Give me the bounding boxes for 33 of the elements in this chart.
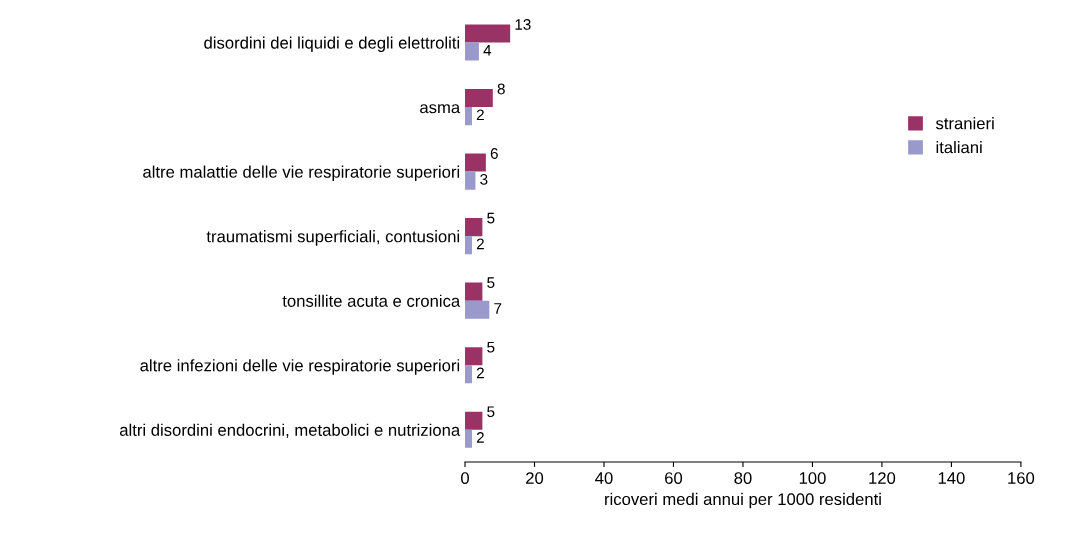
x-tick-label: 0 [461, 472, 469, 484]
x-tick-label: 160 [1008, 472, 1035, 484]
x-tick-label: 20 [526, 472, 544, 484]
data-label: 2 [476, 367, 484, 379]
data-label: 13 [515, 19, 531, 30]
data-label: 8 [497, 83, 505, 95]
y-tick-label: tonsillite acuta e cronica [282, 294, 461, 307]
data-label: 3 [480, 173, 488, 185]
data-label: 5 [487, 406, 495, 418]
y-tick-label: altre malattie delle vie respiratorie superiori [143, 165, 460, 182]
data-label: 5 [487, 277, 495, 288]
data-label: 4 [483, 45, 492, 56]
x-tick-label: 60 [665, 472, 683, 484]
data-label: 2 [476, 432, 484, 443]
x-axis-title: ricoveri medi annui per 1000 residenti [605, 492, 881, 509]
data-label: 5 [487, 212, 495, 224]
y-tick-label: altri disordini endocrini, metabolici e nutriziona [119, 423, 461, 438]
y-tick-label: traumatismi superficiali, contusioni [206, 230, 460, 246]
y-tick-label: altre infezioni delle vie respiratorie superiori [140, 359, 460, 375]
data-label: 7 [494, 303, 502, 314]
x-tick-label: 140 [938, 472, 965, 484]
x-tick-label: 80 [734, 472, 752, 484]
data-label: 5 [487, 341, 495, 353]
legend-label: italiani [936, 141, 982, 154]
data-label: 6 [490, 148, 498, 159]
x-tick-label: 120 [869, 472, 896, 484]
y-tick-label: disordini dei liquidi e degli elettroliti [204, 36, 460, 53]
data-label: 2 [476, 109, 484, 121]
legend-label: stranieri [935, 117, 994, 130]
data-label: 2 [476, 238, 484, 250]
y-tick-label: asma [420, 104, 461, 114]
x-tick-label: 100 [799, 472, 826, 484]
x-tick-label: 40 [595, 472, 613, 484]
